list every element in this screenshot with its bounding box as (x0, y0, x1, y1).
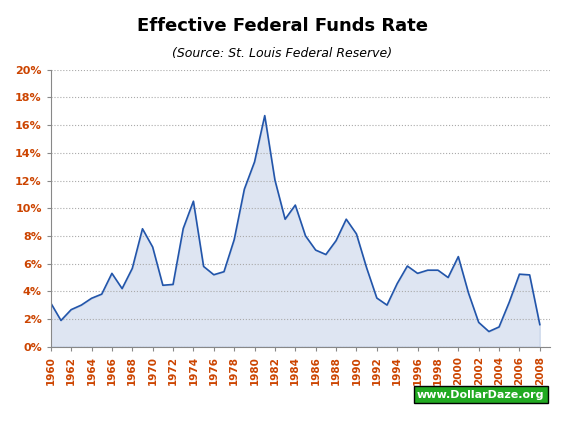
Text: (Source: St. Louis Federal Reserve): (Source: St. Louis Federal Reserve) (172, 47, 393, 60)
Text: Effective Federal Funds Rate: Effective Federal Funds Rate (137, 17, 428, 35)
Text: www.DollarDaze.org: www.DollarDaze.org (417, 390, 545, 400)
